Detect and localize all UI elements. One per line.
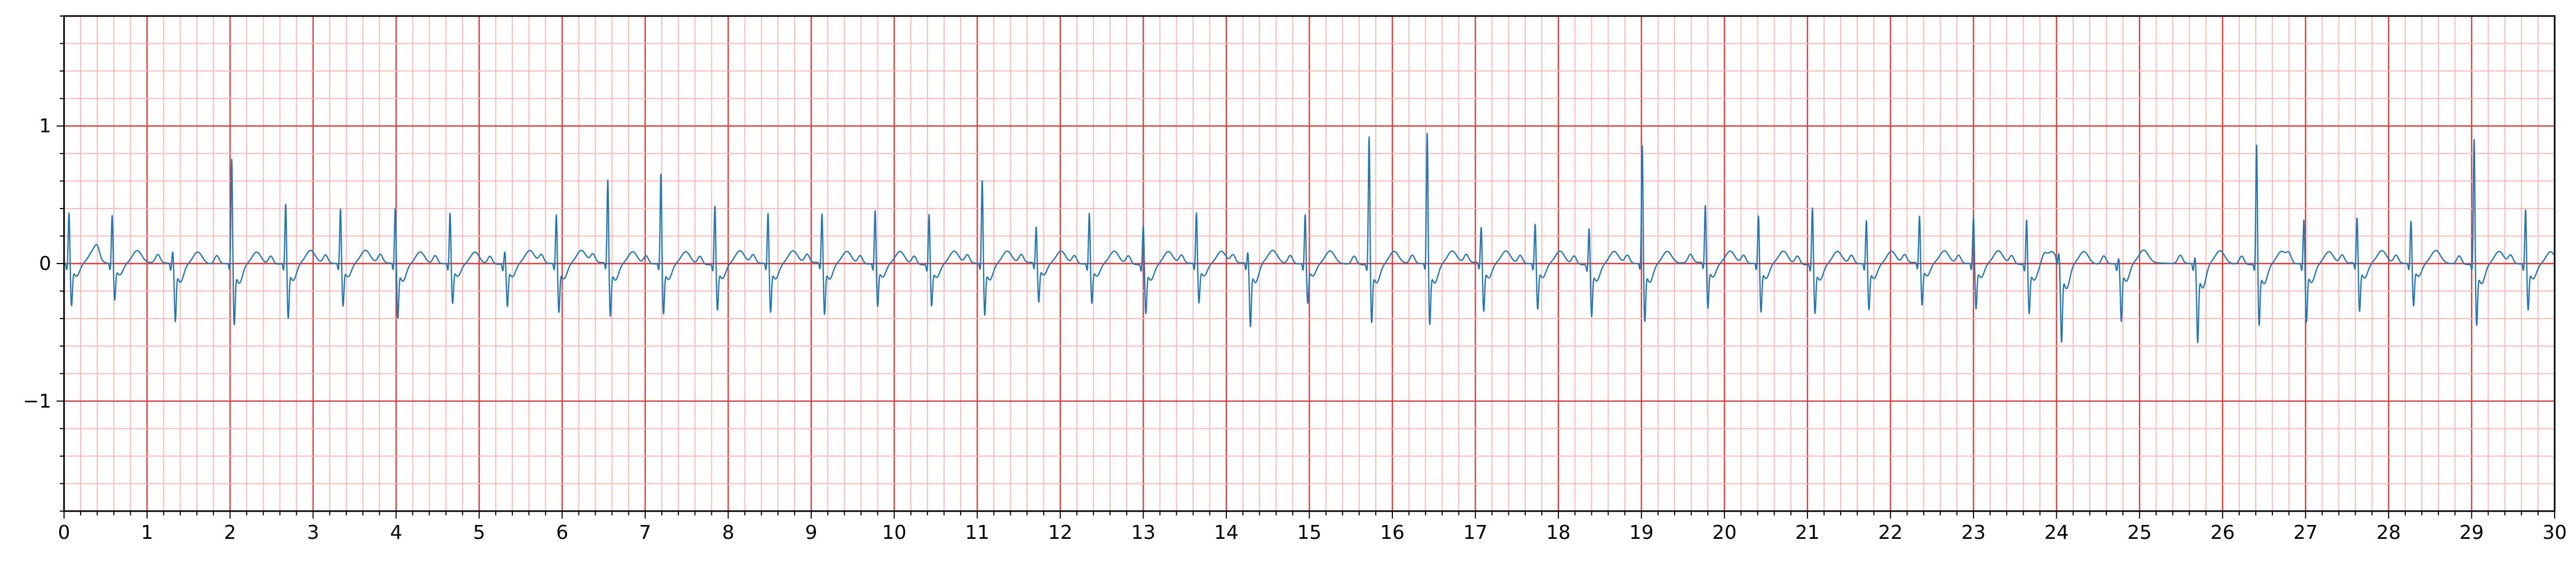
- y-tick-label: 1: [39, 115, 51, 137]
- x-tick-label: 7: [639, 522, 652, 544]
- x-tick-label: 9: [805, 522, 818, 544]
- x-tick-label: 23: [1961, 522, 1986, 544]
- x-tick-label: 21: [1795, 522, 1820, 544]
- x-tick-label: 12: [1048, 522, 1073, 544]
- x-tick-label: 19: [1629, 522, 1654, 544]
- x-tick-label: 29: [2460, 522, 2484, 544]
- x-tick-label: 27: [2293, 522, 2318, 544]
- x-tick-label: 14: [1214, 522, 1239, 544]
- x-tick-label: 0: [58, 522, 70, 544]
- grid: [64, 16, 2555, 511]
- x-tick-label: 10: [882, 522, 907, 544]
- x-tick-label: 16: [1380, 522, 1405, 544]
- x-tick-label: 3: [307, 522, 319, 544]
- y-tick-label: 0: [39, 253, 51, 275]
- x-tick-label: 22: [1879, 522, 1903, 544]
- x-tick-label: 8: [722, 522, 734, 544]
- x-tick-label: 11: [965, 522, 989, 544]
- x-tick-label: 13: [1131, 522, 1155, 544]
- x-tick-label: 2: [224, 522, 236, 544]
- x-tick-label: 20: [1712, 522, 1737, 544]
- x-tick-label: 6: [556, 522, 568, 544]
- x-tick-label: 28: [2376, 522, 2401, 544]
- x-tick-label: 30: [2542, 522, 2567, 544]
- x-tick-label: 4: [390, 522, 402, 544]
- x-tick-label: 5: [473, 522, 485, 544]
- x-tick-label: 17: [1463, 522, 1488, 544]
- x-tick-label: 1: [141, 522, 153, 544]
- y-tick-label: −1: [23, 391, 51, 412]
- x-tick-label: 26: [2210, 522, 2235, 544]
- x-tick-label: 18: [1546, 522, 1571, 544]
- x-tick-label: 25: [2127, 522, 2152, 544]
- x-tick-label: 24: [2044, 522, 2069, 544]
- x-tick-label: 15: [1297, 522, 1322, 544]
